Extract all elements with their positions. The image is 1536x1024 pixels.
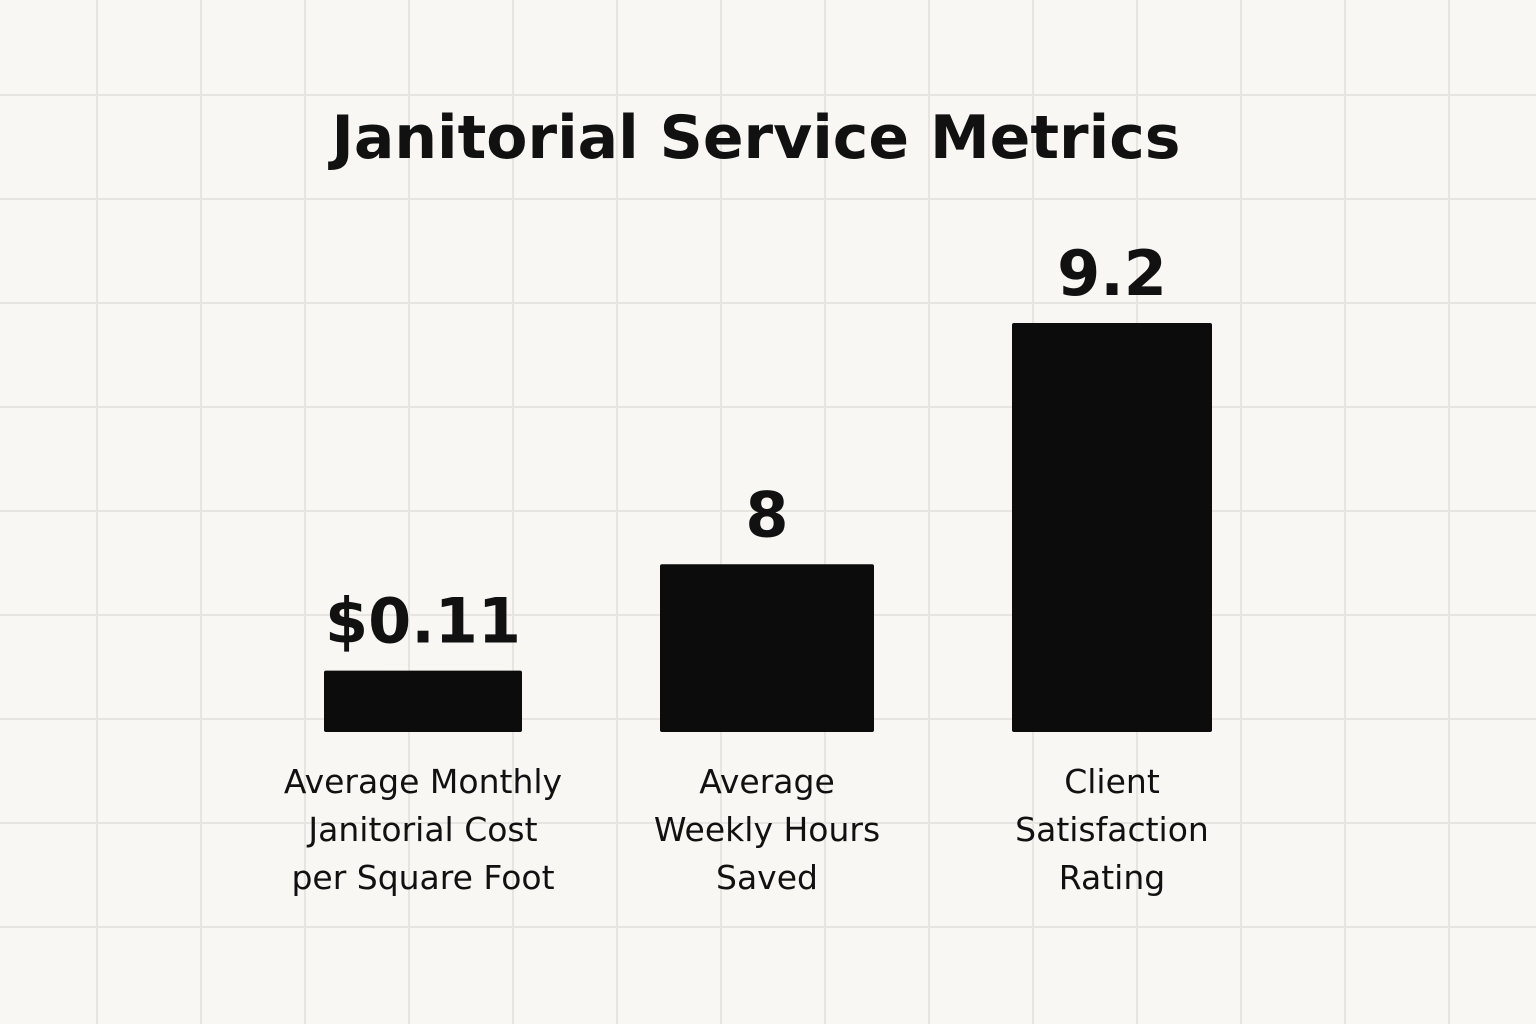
category-label-3: Client Satisfaction Rating xyxy=(1015,762,1209,897)
value-label-2: 8 xyxy=(745,478,788,551)
bar-2 xyxy=(660,564,874,732)
category-label-2-line-2: Weekly Hours xyxy=(654,810,880,849)
value-label-1: $0.11 xyxy=(325,585,521,658)
category-label-1-line-3: per Square Foot xyxy=(291,858,554,897)
category-label-2-line-1: Average xyxy=(699,762,835,801)
category-label-3-line-2: Satisfaction xyxy=(1015,810,1209,849)
chart-title: Janitorial Service Metrics xyxy=(328,103,1181,173)
category-label-1: Average Monthly Janitorial Cost per Square… xyxy=(284,762,562,897)
category-label-1-line-1: Average Monthly xyxy=(284,762,562,801)
category-label-2-line-3: Saved xyxy=(716,858,818,897)
value-labels-group: $0.11 8 9.2 xyxy=(325,237,1167,658)
category-labels-group: Average Monthly Janitorial Cost per Square… xyxy=(284,762,1209,897)
bars-group xyxy=(324,323,1212,732)
category-label-3-line-3: Rating xyxy=(1059,858,1165,897)
category-label-3-line-1: Client xyxy=(1064,762,1160,801)
bar-3 xyxy=(1012,323,1212,732)
category-label-1-line-2: Janitorial Cost xyxy=(306,810,537,849)
bar-1 xyxy=(324,670,522,732)
category-label-2: Average Weekly Hours Saved xyxy=(654,762,880,897)
value-label-3: 9.2 xyxy=(1057,237,1167,310)
